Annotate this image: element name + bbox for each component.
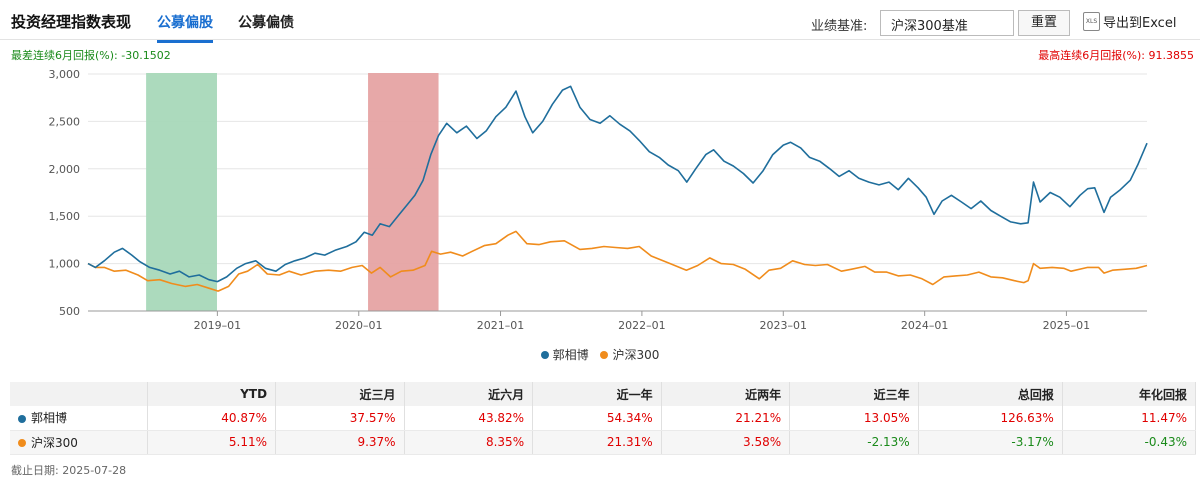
column-header: 近三月 bbox=[275, 382, 405, 406]
column-header: 总回报 bbox=[918, 382, 1063, 406]
y-tick-label: 1,500 bbox=[49, 210, 81, 223]
xls-file-icon: XLS bbox=[1083, 12, 1100, 31]
export-excel-button[interactable]: XLS 导出到Excel bbox=[1083, 12, 1176, 36]
row-name-cell: 沪深300 bbox=[10, 430, 148, 455]
x-tick-label: 2022–01 bbox=[618, 319, 666, 332]
legend-label: 沪深300 bbox=[612, 348, 660, 362]
series-line-manager bbox=[87, 85, 1148, 283]
column-header: 近两年 bbox=[661, 382, 791, 406]
value-cell: 126.63% bbox=[918, 406, 1063, 431]
page-title: 投资经理指数表现 bbox=[11, 13, 132, 31]
column-header: 年化回报 bbox=[1062, 382, 1197, 406]
benchmark-label: 业绩基准: bbox=[811, 19, 868, 34]
value-cell: 11.47% bbox=[1062, 406, 1197, 431]
value-cell: -0.43% bbox=[1062, 430, 1197, 455]
value-cell: 21.21% bbox=[661, 406, 791, 431]
table-header-row: YTD 近三月 近六月 近一年 近两年 近三年 总回报 年化回报 bbox=[10, 382, 1197, 406]
value-cell: 13.05% bbox=[789, 406, 919, 431]
value-cell: 8.35% bbox=[404, 430, 534, 455]
best-period-band bbox=[368, 73, 439, 311]
y-tick-label: 2,500 bbox=[49, 115, 81, 128]
value-cell: 54.34% bbox=[532, 406, 662, 431]
table-row: 郭相博 40.87% 37.57% 43.82% 54.34% 21.21% 1… bbox=[10, 406, 1197, 431]
value-cell: 5.11% bbox=[147, 430, 277, 455]
tab-equity-funds[interactable]: 公募偏股 bbox=[157, 12, 213, 43]
value-cell: -3.17% bbox=[918, 430, 1063, 455]
legend-dot bbox=[540, 350, 549, 359]
y-tick-label: 500 bbox=[59, 305, 80, 318]
series-dot bbox=[18, 414, 26, 423]
value-cell: 3.58% bbox=[661, 430, 791, 455]
best-6m-return: 最高连续6月回报(%): 91.3855 bbox=[1038, 49, 1194, 62]
column-header: 近一年 bbox=[532, 382, 662, 406]
worst-6m-return: 最差连续6月回报(%): -30.1502 bbox=[11, 49, 171, 62]
value-cell: 37.57% bbox=[275, 406, 405, 431]
legend-label: 郭相博 bbox=[552, 348, 589, 362]
legend-item-benchmark[interactable]: 沪深300 bbox=[600, 346, 659, 363]
x-tick-label: 2021–01 bbox=[477, 319, 525, 332]
worst-period-band bbox=[146, 73, 217, 311]
column-header bbox=[10, 382, 148, 406]
series-line-benchmark bbox=[87, 230, 1148, 292]
reset-button[interactable]: 重置 bbox=[1018, 10, 1070, 36]
value-cell: 9.37% bbox=[275, 430, 405, 455]
series-dot bbox=[18, 439, 26, 447]
y-tick-label: 2,000 bbox=[49, 163, 81, 176]
export-label: 导出到Excel bbox=[1103, 16, 1177, 31]
value-cell: 21.31% bbox=[532, 430, 662, 455]
y-tick-label: 1,000 bbox=[49, 258, 81, 271]
x-tick-label: 2023–01 bbox=[760, 319, 808, 332]
index-line-chart: 500 1,000 1,500 2,000 2,500 3,000 2019–01 2020–… bbox=[49, 68, 1148, 332]
benchmark-select[interactable]: 沪深300基准 bbox=[880, 10, 1014, 36]
value-cell: -2.13% bbox=[789, 430, 919, 455]
x-tick-label: 2020–01 bbox=[335, 319, 383, 332]
header-bar: 投资经理指数表现 公募偏股 公募偏债 业绩基准: 沪深300基准 重置 XLS 导… bbox=[0, 0, 1200, 43]
value-cell: 40.87% bbox=[147, 406, 277, 431]
x-tick-label: 2025–01 bbox=[1043, 319, 1091, 332]
legend-item-manager[interactable]: 郭相博 bbox=[540, 346, 589, 363]
y-tick-label: 3,000 bbox=[49, 68, 81, 81]
tab-bond-funds[interactable]: 公募偏债 bbox=[238, 15, 294, 31]
row-name-cell: 郭相博 bbox=[10, 406, 148, 431]
row-name: 郭相博 bbox=[31, 411, 68, 426]
performance-table: YTD 近三月 近六月 近一年 近两年 近三年 总回报 年化回报 郭相博 40.… bbox=[10, 382, 1197, 455]
x-tick-label: 2024–01 bbox=[901, 319, 949, 332]
row-name: 沪深300 bbox=[31, 435, 78, 450]
column-header: 近六月 bbox=[404, 382, 534, 406]
legend-dot bbox=[600, 350, 609, 359]
table-row: 沪深300 5.11% 9.37% 8.35% 21.31% 3.58% -2.… bbox=[10, 430, 1197, 455]
column-header: YTD bbox=[147, 382, 277, 406]
column-header: 近三年 bbox=[789, 382, 919, 406]
x-tick-label: 2019–01 bbox=[194, 319, 242, 332]
as-of-date: 截止日期: 2025-07-28 bbox=[11, 464, 127, 477]
chart-legend: 郭相博 沪深300 bbox=[0, 346, 1200, 363]
value-cell: 43.82% bbox=[404, 406, 534, 431]
